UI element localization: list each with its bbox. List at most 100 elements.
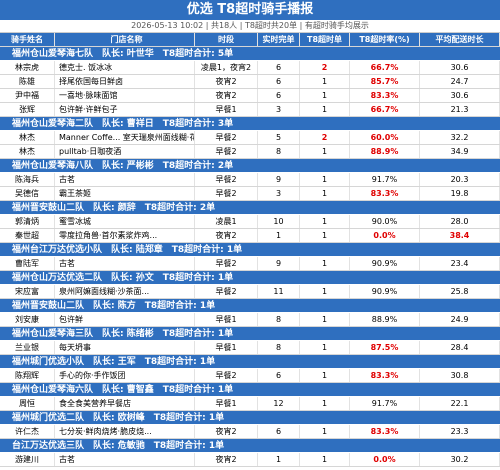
cell: 66.7% bbox=[350, 61, 420, 74]
cell: 早餐2 bbox=[195, 173, 258, 186]
cell: 夜宵2 bbox=[195, 75, 258, 88]
cell: 早餐2 bbox=[195, 369, 258, 382]
cell: 1 bbox=[300, 229, 350, 242]
cell: 择尾依国每日鲜卤 bbox=[55, 75, 195, 88]
cell: 包许鲜 bbox=[55, 313, 195, 326]
cell: 21.3 bbox=[420, 103, 500, 116]
cell: 30.8 bbox=[420, 369, 500, 382]
cell: 12 bbox=[258, 397, 300, 410]
cell: 1 bbox=[300, 369, 350, 382]
cell: 8 bbox=[258, 145, 300, 158]
cell: 23.3 bbox=[420, 425, 500, 438]
cell: 蜜雪冰城 bbox=[55, 215, 195, 228]
cell: 夜宵2 bbox=[195, 425, 258, 438]
cell: 古茗 bbox=[55, 173, 195, 186]
rider-row: 许仁杰 七分炭·鲜肉烧烤·脆皮烧... 夜宵2 6 1 83.3% 23.3 bbox=[0, 425, 500, 439]
cell: 食全食美营养早餐店 bbox=[55, 397, 195, 410]
column-header: 实时完单 bbox=[258, 33, 300, 46]
cell: 1 bbox=[300, 425, 350, 438]
title: 优选 T8超时骑手播报 bbox=[0, 0, 500, 20]
cell: 1 bbox=[300, 215, 350, 228]
cell: 83.3% bbox=[350, 187, 420, 200]
rider-row: 曹陆军 古茗 早餐2 9 1 90.9% 23.4 bbox=[0, 257, 500, 271]
cell: 早餐2 bbox=[195, 257, 258, 270]
cell: 90.9% bbox=[350, 285, 420, 298]
cell: 9 bbox=[258, 173, 300, 186]
cell: 24.7 bbox=[420, 75, 500, 88]
cell: 德克士. 饭冰冰 bbox=[55, 61, 195, 74]
rider-row: 陈海兵 古茗 早餐2 9 1 91.7% 20.3 bbox=[0, 173, 500, 187]
cell: 一喜地·脉味面馆 bbox=[55, 89, 195, 102]
group-header: 福州仓山爱琴海三队 队长: 陈绪彬 T8超时合计: 1单 bbox=[0, 327, 500, 341]
cell: 11 bbox=[258, 285, 300, 298]
column-header: 平均配送时长 bbox=[420, 33, 500, 46]
cell: 1 bbox=[300, 103, 350, 116]
rider-row: 周恒 食全食美营养早餐店 早餐1 12 1 91.7% 22.1 bbox=[0, 397, 500, 411]
table: 骑手姓名 门店名称 时段 实时完单 T8超时单 T8超时率(%) 平均配送时长 福州仓山爱琴海… bbox=[0, 33, 500, 467]
cell: 曹陆军 bbox=[0, 257, 55, 270]
group-header: 福州仓山万达优选二队 队长: 孙文 T8超时合计: 1单 bbox=[0, 271, 500, 285]
cell: 1 bbox=[300, 75, 350, 88]
cell: 10 bbox=[258, 215, 300, 228]
cell: 陈海兵 bbox=[0, 173, 55, 186]
cell: 早餐1 bbox=[195, 341, 258, 354]
cell: 凌晨1 bbox=[195, 215, 258, 228]
cell: 6 bbox=[258, 89, 300, 102]
cell: 郭清炳 bbox=[0, 215, 55, 228]
cell: 夜宵2 bbox=[195, 229, 258, 242]
cell: 83.3% bbox=[350, 369, 420, 382]
cell: 张辉 bbox=[0, 103, 55, 116]
cell: 夜宵2 bbox=[195, 453, 258, 466]
cell: 91.7% bbox=[350, 173, 420, 186]
cell: 早餐1 bbox=[195, 313, 258, 326]
cell: 90.9% bbox=[350, 257, 420, 270]
cell: 2 bbox=[300, 61, 350, 74]
cell: 3 bbox=[258, 187, 300, 200]
cell: 2 bbox=[300, 131, 350, 144]
cell: 9 bbox=[258, 257, 300, 270]
cell: 古茗 bbox=[55, 257, 195, 270]
cell: 91.7% bbox=[350, 397, 420, 410]
cell: 1 bbox=[300, 145, 350, 158]
cell: 83.3% bbox=[350, 89, 420, 102]
cell: 霸王茶姬 bbox=[55, 187, 195, 200]
cell: 87.5% bbox=[350, 341, 420, 354]
cell: 1 bbox=[300, 313, 350, 326]
group-header: 福州晋安鼓山二队 队长: 颜辞 T8超时合计: 2单 bbox=[0, 201, 500, 215]
cell: 陈雄 bbox=[0, 75, 55, 88]
cell: 游建川 bbox=[0, 453, 55, 466]
cell: 28.4 bbox=[420, 341, 500, 354]
cell: 30.2 bbox=[420, 453, 500, 466]
cell: 25.8 bbox=[420, 285, 500, 298]
cell: 1 bbox=[300, 173, 350, 186]
cell: 早餐1 bbox=[195, 103, 258, 116]
cell: 22.1 bbox=[420, 397, 500, 410]
cell: 30.6 bbox=[420, 89, 500, 102]
cell: 许仁杰 bbox=[0, 425, 55, 438]
group-header: 福州仓山爱琴海六队 队长: 曹智鑫 T8超时合计: 1单 bbox=[0, 383, 500, 397]
cell: 6 bbox=[258, 425, 300, 438]
cell: 32.2 bbox=[420, 131, 500, 144]
cell: 19.8 bbox=[420, 187, 500, 200]
rider-row: 兰业银 每天坍事 早餐1 8 1 87.5% 28.4 bbox=[0, 341, 500, 355]
cell: 85.7% bbox=[350, 75, 420, 88]
column-header: 时段 bbox=[195, 33, 258, 46]
cell: 夜宵2 bbox=[195, 89, 258, 102]
cell: 每天坍事 bbox=[55, 341, 195, 354]
cell: 刘安康 bbox=[0, 313, 55, 326]
rider-row: 吴德信 霸王茶姬 早餐2 3 1 83.3% 19.8 bbox=[0, 187, 500, 201]
rider-row: 刘安康 包许鲜 早餐1 8 1 88.9% 24.9 bbox=[0, 313, 500, 327]
subtitle: 2026-05-13 10:02 | 共18人 | T8超时共20单 | 有超时… bbox=[0, 20, 500, 33]
cell: 24.9 bbox=[420, 313, 500, 326]
rider-row: 尹中福 一喜地·脉味面馆 夜宵2 6 1 83.3% 30.6 bbox=[0, 89, 500, 103]
cell: 陈翔辉 bbox=[0, 369, 55, 382]
rider-row: 林杰 pulltab·日咖夜酒 早餐2 8 1 88.9% 34.9 bbox=[0, 145, 500, 159]
group-header: 福州台江万达优选小队 队长: 陆郑章 T8超时合计: 1单 bbox=[0, 243, 500, 257]
cell: 1 bbox=[300, 397, 350, 410]
cell: 秦世超 bbox=[0, 229, 55, 242]
cell: 6 bbox=[258, 61, 300, 74]
cell: 手心的你·手作饭团 bbox=[55, 369, 195, 382]
cell: 包许鲜·许鲜包子 bbox=[55, 103, 195, 116]
